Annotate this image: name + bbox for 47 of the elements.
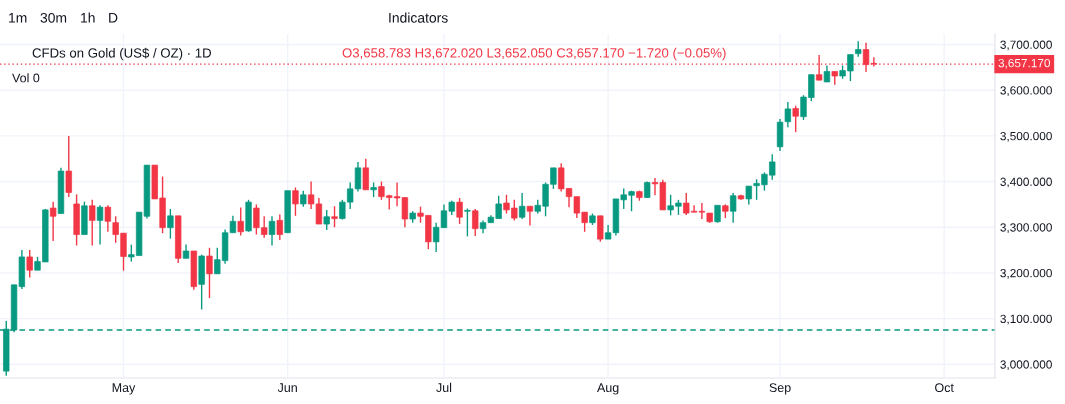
candlestick [472, 208, 479, 237]
candlestick [206, 247, 213, 299]
candlestick [597, 215, 604, 243]
y-tick-label: 3,200.000 [1000, 268, 1052, 279]
x-tick-label: Sep [769, 383, 791, 395]
y-tick-label: 3,600.000 [1000, 86, 1052, 96]
y-tick-label: 3,400.000 [1000, 177, 1052, 188]
text: 1m [9, 13, 27, 23]
candlestick [792, 105, 799, 133]
x-tick-label: Aug [597, 383, 619, 395]
candlestick [323, 209, 330, 231]
text: D [109, 13, 118, 23]
candlestick [456, 197, 463, 225]
candlestick [65, 135, 72, 198]
y-tick-label: 3,500.000 [1000, 131, 1052, 142]
candlestick [331, 205, 338, 228]
candlestick [96, 204, 104, 246]
candlestick [104, 204, 112, 233]
candlestick [237, 206, 244, 237]
y-tick-label: 3,100.000 [1000, 314, 1052, 325]
x-tick-label: Oct [935, 383, 954, 393]
x-tick-label: Jun [277, 383, 297, 393]
ref-line-label: 3,657.170 [998, 58, 1051, 69]
x-tick-label: Jul [436, 382, 452, 393]
candlestick [526, 205, 534, 227]
text: 1h [81, 12, 95, 23]
candlestick [167, 208, 174, 240]
candlestick [518, 192, 526, 220]
text: CFDs on Gold (US$ / OZ) · 1D [32, 47, 211, 61]
candlestick [26, 249, 33, 279]
candlestick [729, 192, 737, 224]
candlestick [784, 101, 792, 128]
y-tick-label: 3,000.000 [1000, 360, 1052, 371]
candlestick [49, 200, 57, 242]
candlestick [362, 158, 369, 191]
x-tick-label: May [112, 383, 136, 395]
text: 30m [40, 12, 67, 23]
y-tick-label: 3,300.000 [1000, 223, 1052, 234]
candlestick [89, 199, 96, 247]
candlestick [292, 186, 299, 217]
candlestick [268, 215, 276, 247]
candlestick [276, 213, 283, 241]
candlestick [464, 207, 471, 238]
y-tick-label: 3,700.000 [1000, 40, 1052, 51]
annotation: Vol 0 [12, 73, 40, 83]
text: Indicators [389, 12, 448, 23]
text: O3,658.783 H3,672.020 L3,652.050 C3,657.170 −1.720 (−0.05%) [342, 47, 726, 61]
